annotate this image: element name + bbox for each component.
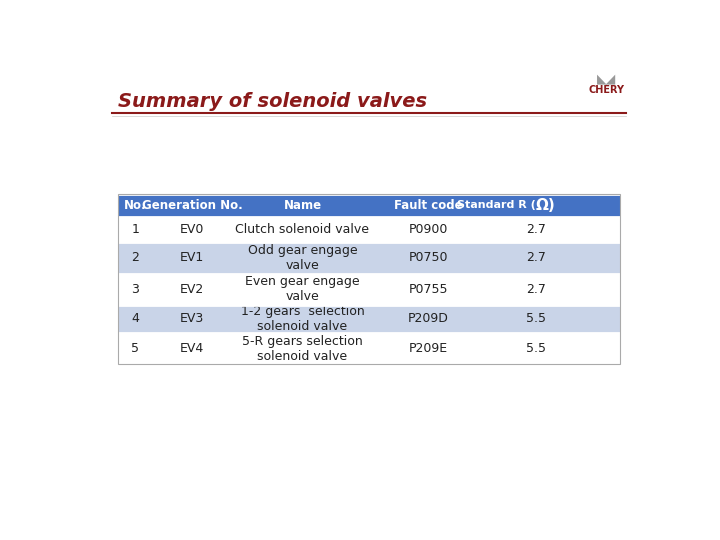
Text: 2: 2	[132, 252, 140, 265]
Text: EV4: EV4	[180, 342, 204, 355]
Text: 2.7: 2.7	[526, 223, 546, 236]
FancyBboxPatch shape	[118, 305, 620, 333]
Text: 5.5: 5.5	[526, 342, 546, 355]
Text: P209D: P209D	[408, 312, 449, 326]
Text: Even gear engage
valve: Even gear engage valve	[245, 275, 360, 303]
Text: 1-2 gears  selection
solenoid valve: 1-2 gears selection solenoid valve	[240, 305, 364, 333]
Text: 5-R gears selection
solenoid valve: 5-R gears selection solenoid valve	[242, 335, 363, 362]
Text: P0900: P0900	[408, 223, 448, 236]
FancyBboxPatch shape	[118, 333, 620, 364]
Text: Odd gear engage
valve: Odd gear engage valve	[248, 244, 357, 272]
FancyBboxPatch shape	[118, 274, 620, 305]
Text: EV3: EV3	[180, 312, 204, 326]
FancyBboxPatch shape	[118, 242, 620, 274]
FancyBboxPatch shape	[118, 217, 620, 242]
Text: EV0: EV0	[180, 223, 204, 236]
Text: Fault code: Fault code	[394, 199, 462, 212]
Text: Clutch solenoid valve: Clutch solenoid valve	[235, 223, 369, 236]
Text: ◣◢: ◣◢	[597, 73, 616, 86]
Text: No.: No.	[124, 199, 147, 212]
Text: 2.7: 2.7	[526, 252, 546, 265]
Text: CHERY: CHERY	[588, 85, 624, 94]
Text: EV1: EV1	[180, 252, 204, 265]
Text: 1: 1	[132, 223, 140, 236]
Text: Generation No.: Generation No.	[142, 199, 243, 212]
Text: Summary of solenoid valves: Summary of solenoid valves	[118, 92, 427, 111]
Text: Ω): Ω)	[536, 198, 555, 213]
Text: P209E: P209E	[408, 342, 448, 355]
Text: 4: 4	[132, 312, 140, 326]
Text: Name: Name	[284, 199, 322, 212]
Text: EV2: EV2	[180, 282, 204, 295]
Text: 3: 3	[132, 282, 140, 295]
Text: 5: 5	[132, 342, 140, 355]
Text: 2.7: 2.7	[526, 282, 546, 295]
Text: P0750: P0750	[408, 252, 448, 265]
Text: 5.5: 5.5	[526, 312, 546, 326]
Text: Standard R (: Standard R (	[456, 200, 536, 210]
FancyBboxPatch shape	[118, 194, 620, 217]
Text: P0755: P0755	[408, 282, 448, 295]
